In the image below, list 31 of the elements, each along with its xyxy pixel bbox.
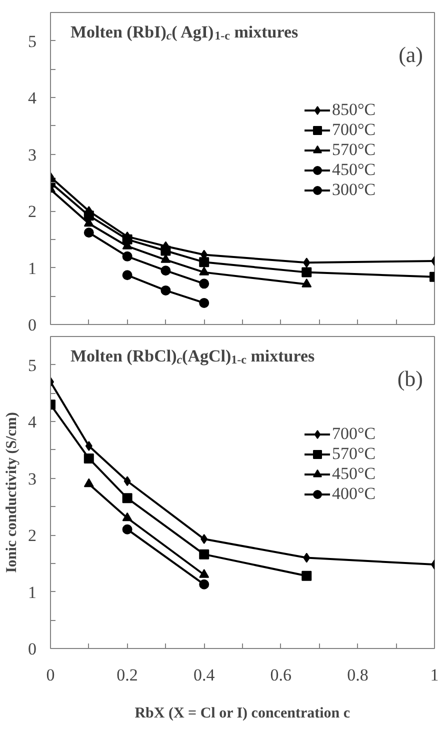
legend-label: 570°C	[332, 140, 376, 160]
y-tick-label: 5	[28, 356, 36, 375]
x-tick-label: 0.4	[193, 666, 216, 684]
y-tick-label: 2	[28, 526, 36, 546]
legend-label: 450°C	[332, 464, 376, 484]
y-tick-label: 1	[28, 582, 36, 602]
x-axis-title: RbX (X = Cl or I) concentration c	[134, 706, 350, 722]
annotation: (b)	[397, 366, 423, 392]
legend-label: 400°C	[332, 484, 376, 504]
x-tick-label: 0	[46, 666, 55, 684]
legend-label: 570°C	[332, 444, 376, 464]
y-tick-label: 1	[28, 258, 36, 278]
legend-label: 700°C	[332, 424, 376, 444]
y-tick-label: 5	[28, 32, 36, 51]
y-tick-label: 4	[28, 412, 37, 432]
annotation: (a)	[398, 42, 423, 68]
x-tick-label: 0.2	[116, 666, 138, 684]
x-tick-label: 1	[430, 666, 439, 684]
legend-label: 450°C	[332, 160, 376, 180]
y-tick-label: 3	[28, 469, 36, 488]
y-axis-title: Ionic conductivity (S/cm)	[4, 412, 20, 573]
y-tick-label: 0	[28, 640, 36, 658]
x-tick-label: 0.8	[347, 666, 368, 684]
y-tick-label: 4	[28, 88, 37, 108]
y-tick-label: 0	[28, 316, 36, 334]
x-tick-label: 0.6	[270, 666, 292, 684]
legend-label: 300°C	[332, 180, 376, 200]
y-tick-label: 2	[28, 202, 36, 222]
y-tick-label: 3	[28, 145, 36, 164]
legend-label: 700°C	[332, 120, 376, 140]
legend-label: 850°C	[332, 100, 376, 120]
